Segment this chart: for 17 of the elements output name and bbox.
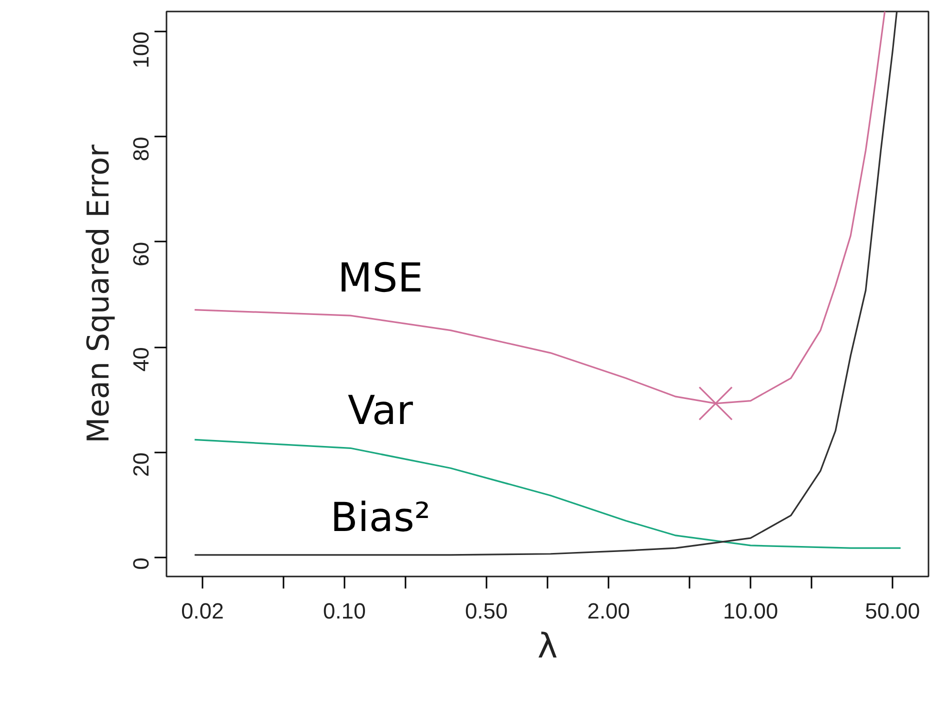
y-axis-title: Mean Squared Error (82, 144, 116, 444)
y-tick-label: 20 (128, 452, 154, 477)
y-tick-label: 80 (128, 136, 154, 162)
x-tick-label: 10.00 (723, 598, 778, 624)
series-label: MSE (338, 256, 423, 302)
x-axis-title: λ (537, 626, 558, 666)
y-tick-label: 40 (128, 347, 154, 372)
series-label: Var (348, 388, 414, 434)
series-label: Bias² (330, 494, 430, 541)
y-tick-label: 0 (128, 558, 154, 570)
x-tick-label: 50.00 (864, 598, 920, 624)
x-tick-label: 2.00 (587, 598, 630, 624)
y-tick-label: 100 (128, 31, 154, 68)
y-tick-label: 60 (128, 242, 154, 266)
x-tick-label: 0.10 (323, 598, 366, 624)
x-tick-label: 0.02 (181, 598, 224, 624)
x-tick-label: 0.50 (464, 598, 508, 624)
